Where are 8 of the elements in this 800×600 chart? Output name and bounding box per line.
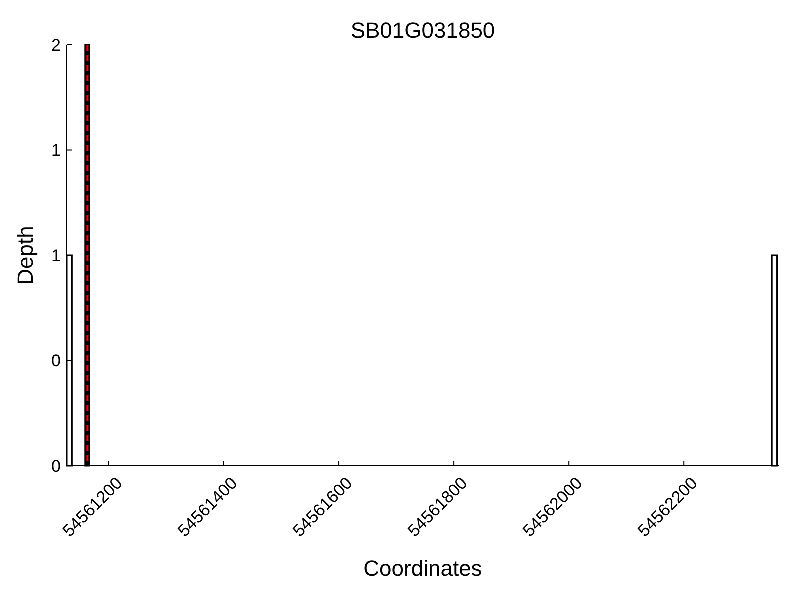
- y-tick-label: 0: [52, 456, 61, 476]
- y-tick-label: 1: [52, 141, 61, 160]
- chart-title: SB01G031850: [350, 18, 496, 43]
- y-tick-label: 2: [52, 36, 61, 55]
- y-tick-label: 1: [52, 246, 61, 266]
- y-axis-title: Depth: [13, 226, 38, 285]
- y-tick-label: 0: [52, 352, 61, 371]
- x-axis-title: Coordinates: [364, 556, 482, 581]
